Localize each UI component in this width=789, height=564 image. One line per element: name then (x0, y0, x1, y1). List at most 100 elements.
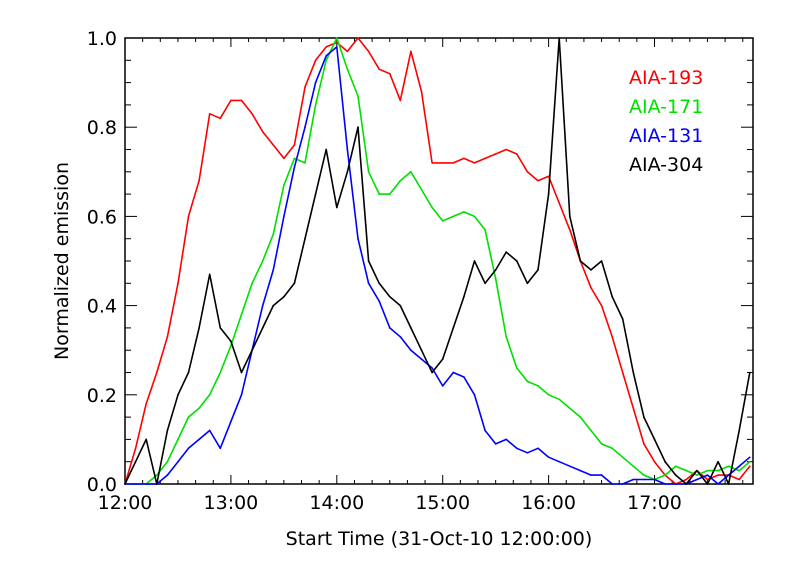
data-point-aia-131 (494, 443, 497, 445)
data-point-aia-171 (452, 215, 455, 218)
data-point-aia-131 (706, 474, 709, 476)
data-point-aia-193 (240, 99, 243, 102)
data-point-aia-304 (537, 269, 539, 271)
data-point-aia-131 (325, 55, 328, 57)
data-point-aia-304 (685, 483, 688, 485)
data-point-aia-304 (134, 460, 137, 463)
data-point-aia-304 (463, 295, 465, 298)
legend-entry-aia-193: AIA-193 (629, 67, 703, 89)
data-point-aia-171 (187, 416, 190, 418)
data-point-aia-131 (727, 474, 730, 476)
data-point-aia-304 (314, 193, 317, 195)
data-point-aia-131 (166, 474, 169, 476)
data-point-aia-171 (494, 278, 497, 280)
data-point-aia-171 (357, 95, 359, 97)
data-point-aia-171 (516, 367, 518, 369)
data-point-aia-193 (155, 371, 158, 374)
data-point-aia-131 (600, 474, 603, 476)
data-point-aia-171 (463, 211, 465, 213)
data-point-aia-193 (325, 46, 328, 48)
data-point-aia-131 (399, 336, 402, 338)
legend-entry-aia-131: AIA-131 (629, 125, 703, 147)
data-point-aia-171 (558, 398, 560, 401)
data-point-aia-131 (484, 429, 486, 432)
data-point-aia-193 (431, 162, 433, 164)
data-point-aia-171 (749, 460, 751, 463)
data-point-aia-131 (590, 474, 592, 476)
data-point-aia-171 (717, 469, 719, 472)
data-point-aia-304 (198, 327, 200, 329)
data-point-aia-304 (600, 260, 603, 262)
series-line-aia-304 (124, 37, 751, 485)
data-point-aia-304 (611, 295, 613, 298)
data-point-aia-304 (505, 251, 508, 253)
legend: AIA-193 AIA-171 AIA-131 AIA-304 (629, 67, 703, 176)
data-point-aia-171 (685, 469, 688, 472)
x-tick-label: 12:00 (98, 492, 153, 514)
data-point-aia-193 (621, 371, 624, 374)
data-point-aia-131 (187, 447, 190, 450)
data-point-aia-131 (653, 478, 656, 481)
data-point-aia-131 (579, 469, 582, 472)
data-point-aia-171 (600, 443, 603, 445)
x-tick-label: 17:00 (627, 492, 682, 514)
data-point-aia-304 (621, 318, 624, 320)
data-point-aia-304 (632, 371, 635, 374)
data-point-aia-131 (336, 46, 338, 48)
data-point-aia-304 (357, 126, 359, 128)
data-point-aia-171 (261, 260, 264, 262)
data-point-aia-193 (516, 153, 518, 155)
data-point-aia-304 (717, 460, 719, 463)
y-tick-label: 0.4 (87, 296, 117, 318)
data-point-aia-304 (558, 37, 560, 39)
data-point-aia-171 (632, 465, 635, 467)
data-point-aia-304 (410, 327, 412, 329)
data-point-aia-171 (378, 193, 380, 195)
data-point-aia-171 (314, 104, 317, 106)
x-tick-label: 14:00 (309, 492, 364, 514)
data-point-aia-304 (272, 304, 275, 307)
data-point-aia-171 (696, 474, 698, 476)
data-point-aia-193 (653, 460, 656, 463)
data-point-aia-131 (261, 304, 264, 307)
data-point-aia-304 (738, 429, 741, 432)
data-point-aia-193 (336, 41, 338, 44)
data-point-aia-304 (155, 483, 158, 485)
data-point-aia-304 (420, 349, 423, 352)
data-point-aia-131 (547, 456, 550, 459)
data-point-aia-193 (420, 90, 423, 93)
data-point-aia-171 (537, 385, 539, 387)
data-point-aia-304 (367, 260, 370, 262)
y-tick-label: 0.8 (87, 117, 117, 139)
data-point-aia-131 (537, 447, 539, 450)
data-point-aia-304 (547, 193, 550, 195)
data-point-aia-193 (632, 407, 635, 409)
data-point-aia-193 (568, 228, 571, 231)
data-point-aia-304 (696, 469, 698, 472)
data-point-aia-131 (304, 126, 306, 128)
data-point-aia-171 (738, 469, 741, 472)
y-tick-label: 0.2 (87, 385, 117, 407)
data-point-aia-131 (643, 478, 645, 481)
data-point-aia-304 (388, 295, 391, 298)
data-point-aia-131 (293, 166, 296, 169)
data-point-aia-171 (643, 474, 645, 476)
data-point-aia-131 (452, 371, 455, 374)
data-point-aia-304 (219, 327, 222, 329)
data-point-aia-193 (198, 179, 200, 182)
data-point-aia-131 (177, 460, 179, 463)
data-point-aia-193 (208, 113, 211, 115)
data-point-aia-131 (134, 483, 137, 485)
data-point-aia-193 (177, 282, 179, 285)
data-point-aia-304 (208, 273, 211, 276)
data-point-aia-131 (208, 429, 211, 432)
data-point-aia-171 (251, 282, 253, 285)
data-point-aia-193 (590, 286, 592, 289)
data-point-aia-304 (452, 327, 455, 329)
data-point-aia-193 (473, 162, 476, 164)
data-point-aia-193 (558, 202, 560, 204)
data-point-aia-171 (166, 460, 169, 463)
x-tick-label: 13:00 (204, 492, 259, 514)
data-point-aia-171 (230, 344, 232, 347)
data-point-aia-131 (314, 81, 317, 84)
